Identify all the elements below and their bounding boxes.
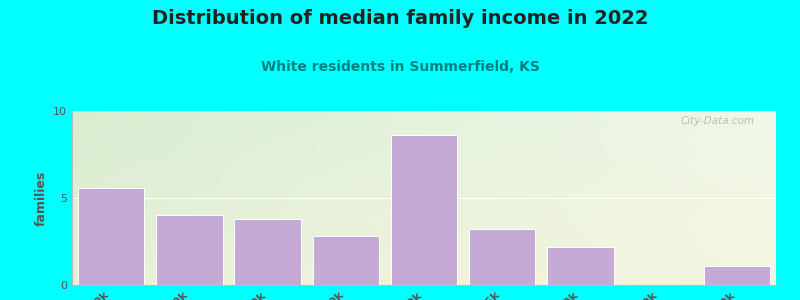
Text: Distribution of median family income in 2022: Distribution of median family income in … [152,9,648,28]
Bar [313,236,379,285]
Bar [469,229,535,285]
Text: City-Data.com: City-Data.com [681,116,755,126]
Bar [704,266,770,285]
Bar [547,247,614,285]
Bar [156,215,222,285]
Bar [234,219,301,285]
Y-axis label: families: families [34,170,47,226]
Text: White residents in Summerfield, KS: White residents in Summerfield, KS [261,60,539,74]
Bar [78,188,144,285]
Bar [390,135,458,285]
